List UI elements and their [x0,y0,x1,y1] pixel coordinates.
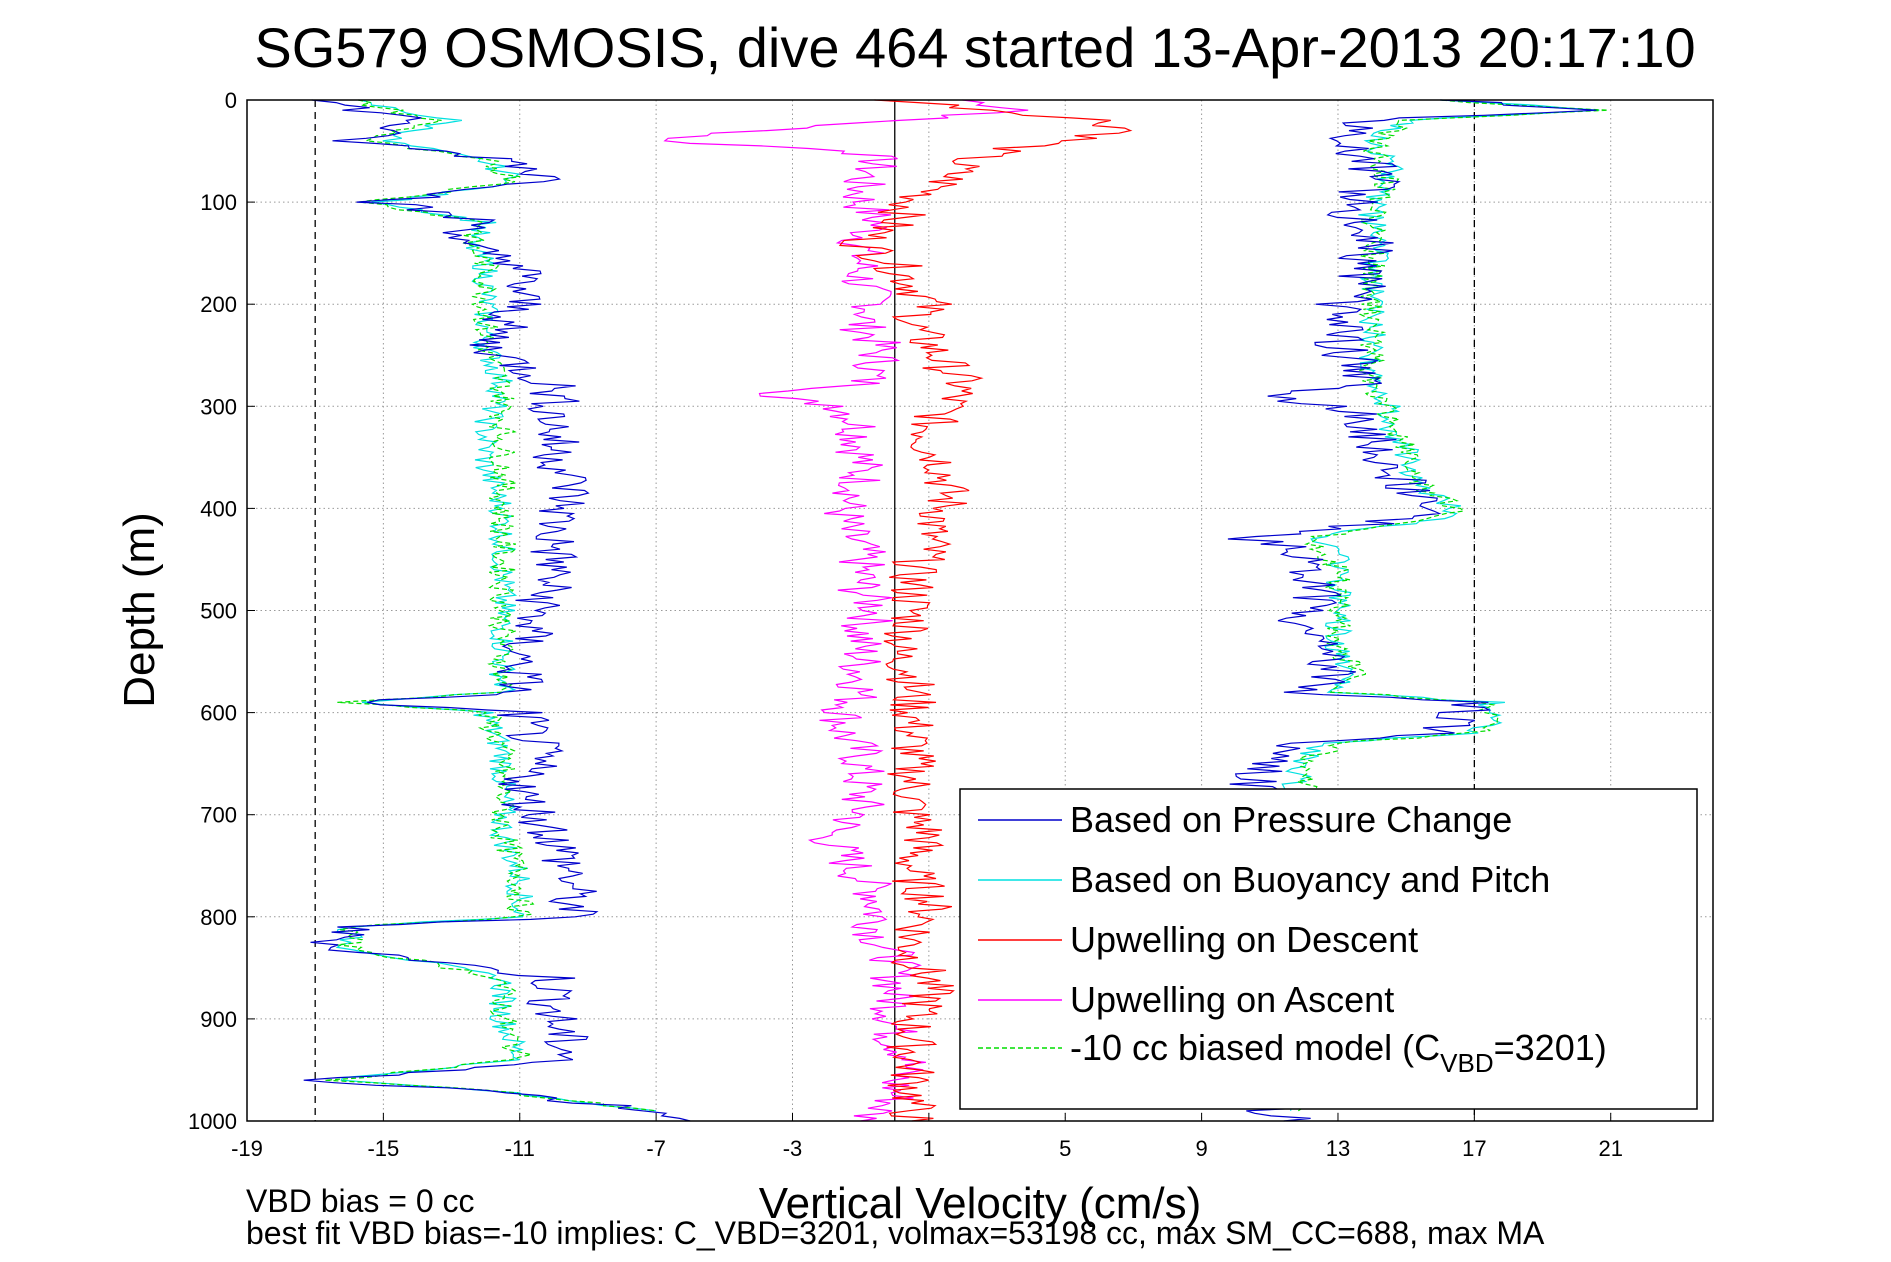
x-tick-label: 5 [1059,1136,1071,1161]
y-tick-label: 900 [200,1007,237,1032]
x-tick-label: -3 [783,1136,803,1161]
x-axis-label: Vertical Velocity (cm/s) [759,1179,1202,1228]
series-10-cc-biased-model-c-vbd-3201-descent [324,99,657,1112]
footer-best-fit: best fit VBD bias=-10 implies: C_VBD=320… [246,1215,1545,1251]
legend-entry-label: -10 cc biased model (CVBD=3201) [1070,1027,1607,1078]
x-tick-label: 9 [1195,1136,1207,1161]
x-tick-labels: -19 -15 -11 -7 -3 1 5 9 13 17 21 [231,1113,1623,1161]
series-based-on-buoyancy-and-pitch-descent [335,99,657,1112]
legend-box [959,788,1698,1110]
x-tick-label: 21 [1598,1136,1622,1161]
footer-vbd-bias: VBD bias = 0 cc [246,1183,475,1219]
series-based-on-pressure-change-descent [303,99,691,1122]
x-tick-label: -15 [367,1136,399,1161]
legend-entry-label: Based on Pressure Change [1070,799,1512,840]
legend: Based on Pressure Change Based on Buoyanc… [959,788,1698,1110]
legend-entry-label: Upwelling on Descent [1070,919,1418,960]
y-tick-labels: 0 100 200 300 400 500 600 700 800 900 1000 [188,88,255,1134]
x-tick-label: 17 [1462,1136,1486,1161]
series-upwelling-on-descent [838,99,1133,1122]
y-axis-label: Depth (m) [115,512,164,708]
x-tick-label: 13 [1326,1136,1350,1161]
y-tick-label: 500 [200,599,237,624]
chart-title: SG579 OSMOSIS, dive 464 started 13-Apr-2… [254,16,1695,79]
x-tick-label: -7 [646,1136,666,1161]
y-tick-label: 1000 [188,1109,237,1134]
y-tick-label: 300 [200,394,237,419]
y-tick-label: 100 [200,190,237,215]
series-upwelling-on-ascent [663,99,1029,1122]
y-tick-label: 400 [200,496,237,521]
x-tick-label: -19 [231,1136,263,1161]
x-tick-label: -11 [505,1136,535,1161]
y-tick-label: 800 [200,905,237,930]
legend-entry-label: Upwelling on Ascent [1070,979,1394,1020]
reference-lines [314,100,1475,1121]
y-tick-label: 600 [200,701,237,726]
y-tick-label: 200 [200,292,237,317]
y-tick-label: 700 [200,803,237,828]
y-tick-label: 0 [225,88,237,113]
legend-entry-label: Based on Buoyancy and Pitch [1070,859,1550,900]
x-tick-label: 1 [923,1136,935,1161]
